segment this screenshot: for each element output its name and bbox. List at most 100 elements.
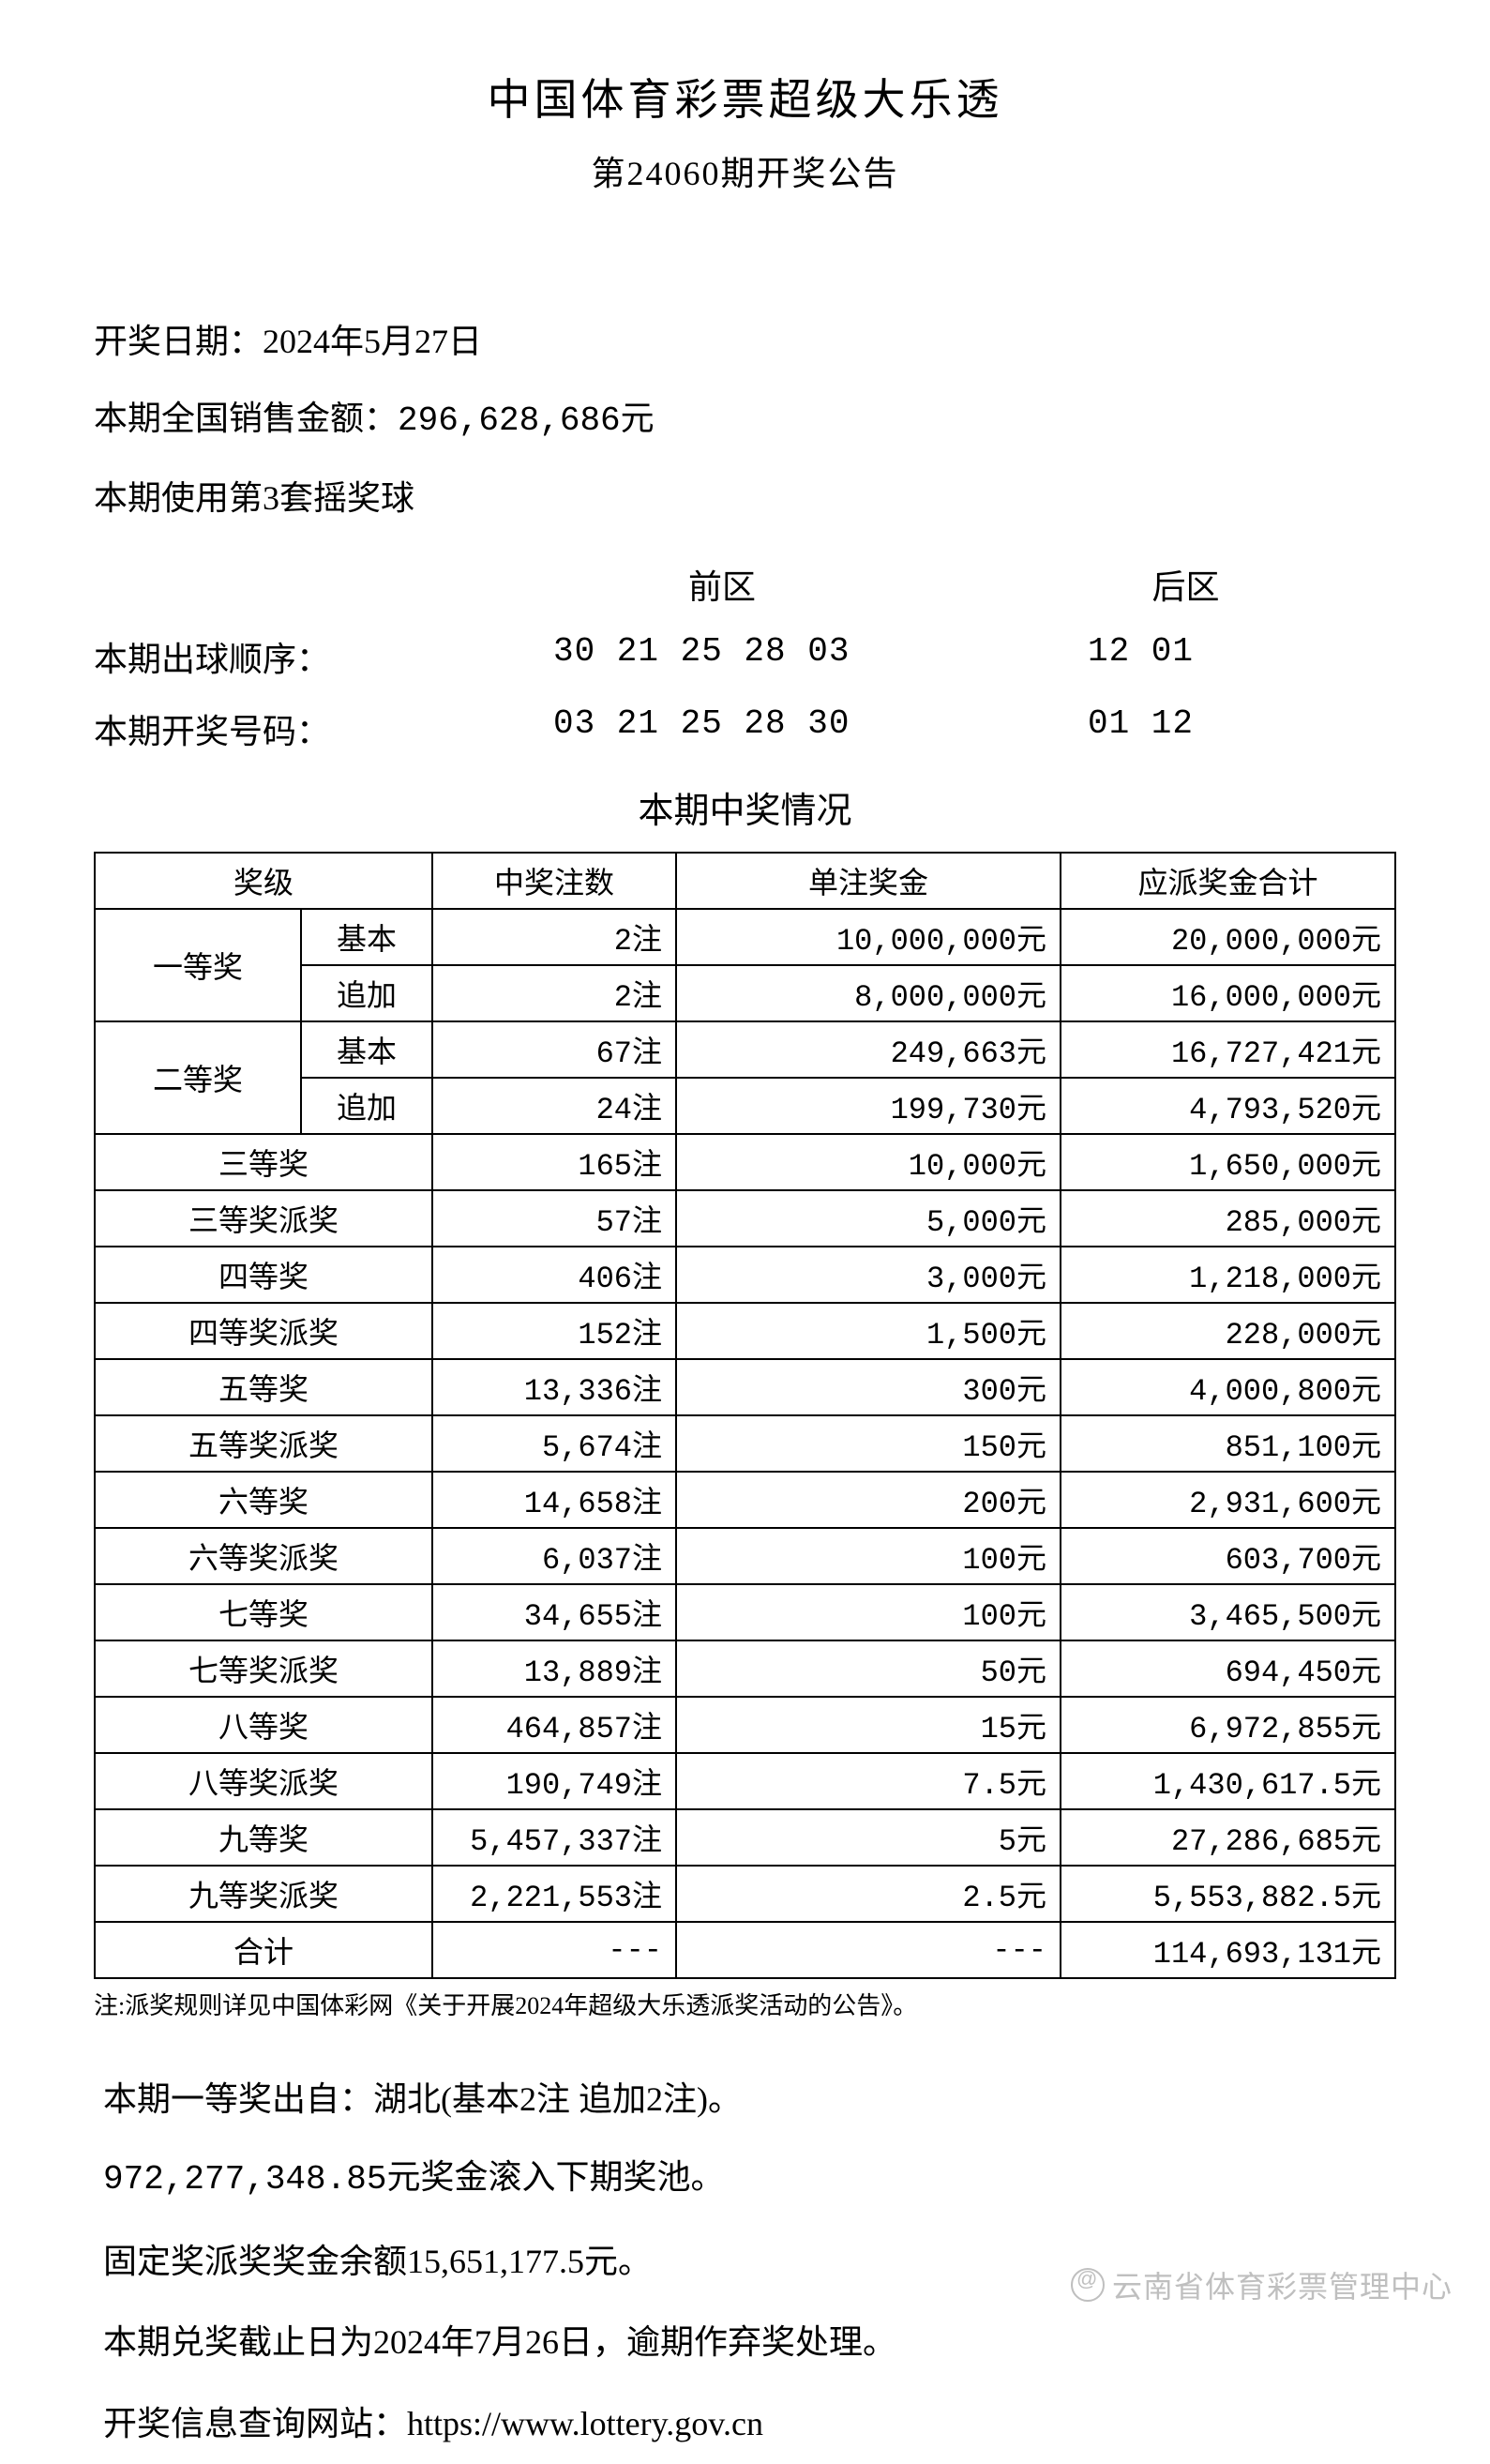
- table-row: 九等奖派奖2,221,553注2.5元5,553,882.5元: [95, 1866, 1395, 1922]
- row-level: 七等奖派奖: [95, 1640, 432, 1697]
- first-basic-count: 2注: [432, 909, 676, 965]
- first-basic-unit: 10,000,000元: [676, 909, 1061, 965]
- row-count: 57注: [432, 1190, 676, 1247]
- page-container: 中国体育彩票超级大乐透 第24060期开奖公告 开奖日期：2024年5月27日 …: [0, 0, 1490, 2339]
- row-unit: 100元: [676, 1584, 1061, 1640]
- document-subtitle: 第24060期开奖公告: [94, 146, 1396, 195]
- table-row: 五等奖派奖5,674注150元851,100元: [95, 1415, 1395, 1472]
- row-unit: 100元: [676, 1528, 1061, 1584]
- ball-order-front: 30 21 25 28 03: [469, 632, 975, 681]
- row-total: 2,931,600元: [1061, 1472, 1395, 1528]
- row-level: 三等奖: [95, 1134, 432, 1190]
- row-level: 八等奖派奖: [95, 1753, 432, 1809]
- total-unit: ---: [676, 1922, 1061, 1978]
- prize-table-head: 奖级 中奖注数 单注奖金 应派奖金合计: [95, 853, 1395, 909]
- front-area-header: 前区: [469, 560, 975, 609]
- row-unit: 200元: [676, 1472, 1061, 1528]
- row-unit: 5,000元: [676, 1190, 1061, 1247]
- document-title: 中国体育彩票超级大乐透: [94, 66, 1396, 128]
- table-row: 三等奖派奖57注5,000元285,000元: [95, 1190, 1395, 1247]
- row-total: 285,000元: [1061, 1190, 1395, 1247]
- header-unit: 单注奖金: [676, 853, 1061, 909]
- row-total: 5,553,882.5元: [1061, 1866, 1395, 1922]
- first-add-label: 追加: [301, 965, 432, 1021]
- row-level: 九等奖: [95, 1809, 432, 1866]
- first-basic-total: 20,000,000元: [1061, 909, 1395, 965]
- row-count: 165注: [432, 1134, 676, 1190]
- prize-header-row: 奖级 中奖注数 单注奖金 应派奖金合计: [95, 853, 1395, 909]
- row-count: 152注: [432, 1303, 676, 1359]
- row-count: 5,674注: [432, 1415, 676, 1472]
- second-add-unit: 199,730元: [676, 1078, 1061, 1134]
- row-level: 九等奖派奖: [95, 1866, 432, 1922]
- row-unit: 3,000元: [676, 1247, 1061, 1303]
- prize-table-body: 一等奖 基本 2注 10,000,000元 20,000,000元 追加 2注 …: [95, 909, 1395, 1978]
- header-level: 奖级: [95, 853, 432, 909]
- second-basic-total: 16,727,421元: [1061, 1021, 1395, 1078]
- table-row: 一等奖 基本 2注 10,000,000元 20,000,000元: [95, 909, 1395, 965]
- header-total: 应派奖金合计: [1061, 853, 1395, 909]
- row-total: 1,218,000元: [1061, 1247, 1395, 1303]
- header-count: 中奖注数: [432, 853, 676, 909]
- total-label: 合计: [95, 1922, 432, 1978]
- numbers-section: 前区 后区 本期出球顺序： 30 21 25 28 03 12 01 本期开奖号…: [94, 560, 1396, 753]
- bottom-line-2: 972,277,348.85元奖金滚入下期奖池。: [103, 2139, 1396, 2220]
- table-row: 七等奖派奖13,889注50元694,450元: [95, 1640, 1395, 1697]
- prize-table: 奖级 中奖注数 单注奖金 应派奖金合计 一等奖 基本 2注 10,000,000…: [94, 852, 1396, 1979]
- total-total: 114,693,131元: [1061, 1922, 1395, 1978]
- second-add-count: 24注: [432, 1078, 676, 1134]
- row-level: 六等奖派奖: [95, 1528, 432, 1584]
- row-unit: 50元: [676, 1640, 1061, 1697]
- weibo-icon: [1071, 2268, 1105, 2302]
- draw-date-line: 开奖日期：2024年5月27日: [94, 308, 1396, 375]
- row-unit: 300元: [676, 1359, 1061, 1415]
- table-row: 四等奖406注3,000元1,218,000元: [95, 1247, 1395, 1303]
- table-row: 五等奖13,336注300元4,000,800元: [95, 1359, 1395, 1415]
- bottom-block: 本期一等奖出自：湖北(基本2注 追加2注)。 972,277,348.85元奖金…: [94, 2059, 1396, 2464]
- first-add-count: 2注: [432, 965, 676, 1021]
- first-basic-label: 基本: [301, 909, 432, 965]
- second-basic-unit: 249,663元: [676, 1021, 1061, 1078]
- row-level: 八等奖: [95, 1697, 432, 1753]
- watermark-text: 云南省体育彩票管理中心: [1112, 2263, 1452, 2306]
- row-count: 13,889注: [432, 1640, 676, 1697]
- row-total: 3,465,500元: [1061, 1584, 1395, 1640]
- row-unit: 1,500元: [676, 1303, 1061, 1359]
- draw-date-label: 开奖日期：: [94, 323, 263, 360]
- row-total: 228,000元: [1061, 1303, 1395, 1359]
- table-row: 三等奖165注10,000元1,650,000元: [95, 1134, 1395, 1190]
- ball-order-row: 本期出球顺序： 30 21 25 28 03 12 01: [94, 632, 1396, 681]
- row-level: 五等奖: [95, 1359, 432, 1415]
- prize-section-title: 本期中奖情况: [94, 781, 1396, 833]
- sales-line: 本期全国销售金额：296,628,686元: [94, 385, 1396, 455]
- row-total: 1,430,617.5元: [1061, 1753, 1395, 1809]
- draw-date-value: 2024年5月27日: [263, 323, 482, 360]
- row-total: 694,450元: [1061, 1640, 1395, 1697]
- table-row: 四等奖派奖152注1,500元228,000元: [95, 1303, 1395, 1359]
- second-prize-label: 二等奖: [95, 1021, 301, 1134]
- row-level: 六等奖: [95, 1472, 432, 1528]
- watermark: 云南省体育彩票管理中心: [1071, 2263, 1452, 2306]
- table-row: 六等奖14,658注200元2,931,600元: [95, 1472, 1395, 1528]
- row-count: 2,221,553注: [432, 1866, 676, 1922]
- winning-numbers-row: 本期开奖号码： 03 21 25 28 30 01 12: [94, 704, 1396, 753]
- first-add-total: 16,000,000元: [1061, 965, 1395, 1021]
- row-level: 三等奖派奖: [95, 1190, 432, 1247]
- row-unit: 15元: [676, 1697, 1061, 1753]
- first-add-unit: 8,000,000元: [676, 965, 1061, 1021]
- total-count: ---: [432, 1922, 676, 1978]
- row-total: 851,100元: [1061, 1415, 1395, 1472]
- second-add-label: 追加: [301, 1078, 432, 1134]
- row-count: 6,037注: [432, 1528, 676, 1584]
- table-row: 七等奖34,655注100元3,465,500元: [95, 1584, 1395, 1640]
- row-count: 13,336注: [432, 1359, 676, 1415]
- row-count: 464,857注: [432, 1697, 676, 1753]
- row-unit: 2.5元: [676, 1866, 1061, 1922]
- row-count: 406注: [432, 1247, 676, 1303]
- row-unit: 150元: [676, 1415, 1061, 1472]
- row-count: 190,749注: [432, 1753, 676, 1809]
- row-unit: 10,000元: [676, 1134, 1061, 1190]
- ball-order-back: 12 01: [975, 632, 1396, 681]
- ballset-line: 本期使用第3套摇奖球: [94, 464, 1396, 532]
- row-total: 4,000,800元: [1061, 1359, 1395, 1415]
